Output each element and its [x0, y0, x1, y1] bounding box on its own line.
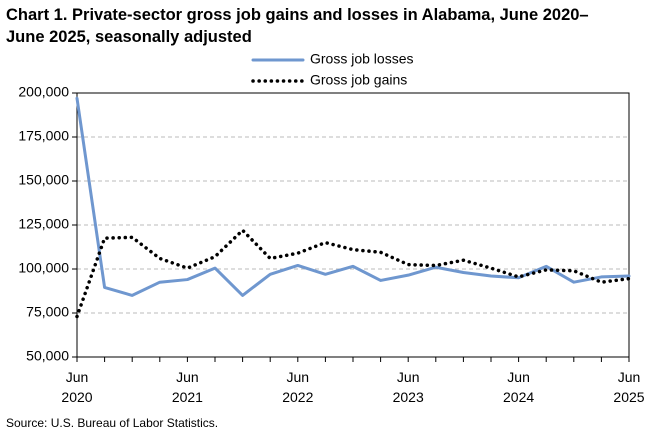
y-tick-label: 75,000 — [26, 304, 69, 320]
series-line — [75, 96, 631, 297]
y-tick-label: 100,000 — [18, 260, 69, 276]
x-tick-label: Jun 2024 — [503, 369, 534, 405]
source-note: Source: U.S. Bureau of Labor Statistics. — [6, 416, 218, 430]
x-tick-label: Jun 2020 — [61, 369, 92, 405]
series-line — [75, 228, 631, 319]
legend-label: Gross job gains — [310, 72, 407, 88]
chart-title: Chart 1. Private-sector gross job gains … — [6, 6, 589, 46]
x-tick-label: Jun 2025 — [613, 369, 644, 405]
y-tick-label: 150,000 — [18, 172, 69, 188]
y-tick-label: 125,000 — [18, 216, 69, 232]
x-tick-label: Jun 2022 — [282, 369, 313, 405]
legend-label: Gross job losses — [310, 51, 413, 67]
x-tick-label: Jun 2023 — [393, 369, 424, 405]
y-tick-label: 50,000 — [26, 348, 69, 364]
y-tick-label: 175,000 — [18, 128, 69, 144]
y-tick-label: 200,000 — [18, 84, 69, 100]
x-tick-label: Jun 2021 — [172, 369, 203, 405]
